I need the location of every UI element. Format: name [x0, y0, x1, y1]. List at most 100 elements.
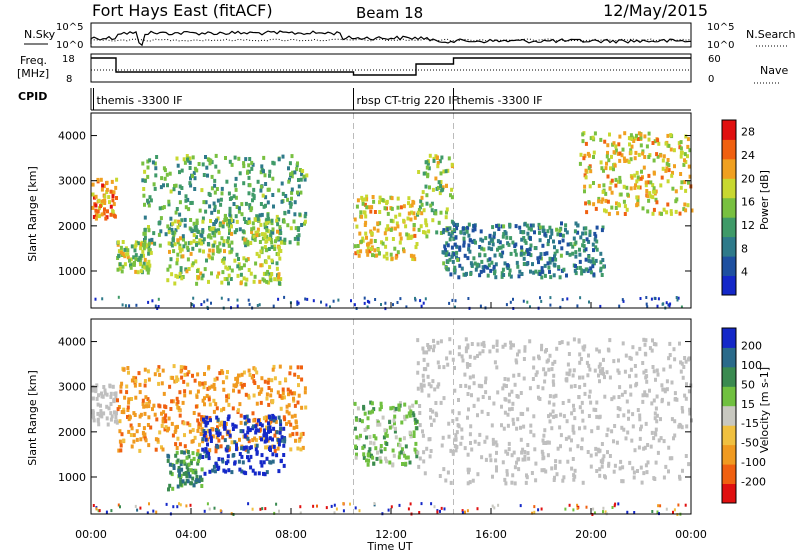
echo-cell [522, 262, 526, 266]
noise-cell [676, 298, 679, 302]
echo-cell [594, 408, 598, 412]
colorbar-swatch [722, 464, 736, 484]
echo-cell [440, 188, 444, 193]
echo-cell [637, 185, 640, 190]
echo-cell [422, 383, 426, 388]
echo-cell [598, 369, 602, 374]
echo-cell [404, 224, 408, 229]
echo-cell [197, 479, 201, 484]
echo-cell [146, 423, 150, 427]
echo-cell [260, 246, 264, 251]
echo-cell [237, 389, 241, 394]
echo-cell [390, 206, 394, 211]
echo-cell [226, 444, 230, 449]
echo-cell [176, 424, 179, 429]
echo-cell [442, 365, 446, 370]
echo-cell [102, 385, 106, 389]
echo-cell [554, 393, 558, 398]
echo-cell [436, 340, 440, 345]
echo-cell [476, 342, 480, 347]
echo-cell [519, 251, 523, 256]
echo-cell [167, 202, 171, 207]
echo-cell [178, 442, 182, 447]
echo-cell [565, 419, 569, 424]
echo-cell [419, 382, 423, 387]
echo-cell [104, 216, 108, 221]
echo-cell [422, 459, 426, 464]
echo-cell [357, 253, 361, 258]
echo-cell [488, 453, 492, 458]
echo-cell [203, 372, 206, 376]
echo-cell [389, 227, 393, 232]
echo-cell [112, 213, 116, 218]
echo-cell [493, 231, 496, 236]
colorbar-swatch [722, 120, 736, 140]
noise-cell [579, 296, 582, 300]
echo-cell [267, 377, 271, 382]
echo-cell [407, 211, 411, 216]
echo-cell [238, 171, 242, 176]
echo-cell [193, 176, 197, 181]
echo-cell [265, 396, 269, 401]
echo-cell [178, 184, 182, 189]
colorbar-swatch [722, 217, 736, 238]
echo-cell [652, 207, 656, 212]
echo-cell [202, 249, 205, 254]
echo-cell [94, 194, 98, 199]
echo-cell [561, 233, 565, 238]
echo-cell [537, 395, 540, 400]
echo-cell [685, 424, 689, 429]
echo-cell [570, 438, 573, 443]
echo-cell [148, 263, 152, 268]
echo-cell [369, 240, 373, 245]
echo-cell [623, 131, 627, 136]
echo-cell [168, 483, 172, 488]
echo-cell [621, 341, 625, 346]
echo-cell [275, 218, 279, 223]
echo-cell [467, 233, 471, 238]
noise-cell [121, 303, 124, 307]
echo-cell [478, 432, 482, 437]
echo-cell [162, 205, 166, 210]
echo-cell [218, 431, 222, 436]
echo-cell [185, 154, 189, 158]
echo-cell [629, 148, 633, 153]
echo-cell [641, 393, 645, 398]
echo-cell [222, 387, 226, 392]
echo-cell [448, 337, 452, 342]
echo-cell [278, 364, 282, 369]
echo-cell [429, 408, 433, 412]
echo-cell [142, 434, 146, 439]
echo-cell [208, 204, 212, 209]
echo-cell [450, 162, 454, 167]
echo-cell [583, 173, 587, 178]
echo-cell [115, 177, 119, 182]
echo-cell [455, 244, 459, 249]
freq-trace [91, 57, 691, 76]
echo-cell [622, 413, 626, 418]
echo-cell [255, 428, 258, 433]
echo-cell [371, 253, 374, 258]
echo-cell [139, 262, 143, 267]
echo-cell [578, 265, 582, 270]
echo-cell [496, 390, 500, 395]
echo-cell [636, 198, 640, 203]
echo-cell [259, 188, 263, 193]
echo-cell [587, 165, 591, 170]
echo-cell [451, 259, 455, 264]
echo-cell [597, 373, 600, 378]
echo-cell [168, 384, 172, 389]
noise-cell [206, 298, 209, 302]
echo-cell [617, 370, 621, 375]
noise-cell [433, 505, 436, 509]
echo-cell [204, 454, 208, 459]
echo-cell [201, 447, 205, 452]
echo-cell [237, 206, 241, 211]
echo-cell [553, 245, 556, 250]
echo-cell [175, 156, 179, 161]
echo-cell [220, 186, 224, 191]
echo-cell [103, 391, 107, 396]
echo-cell [196, 461, 200, 466]
echo-cell [382, 435, 386, 440]
